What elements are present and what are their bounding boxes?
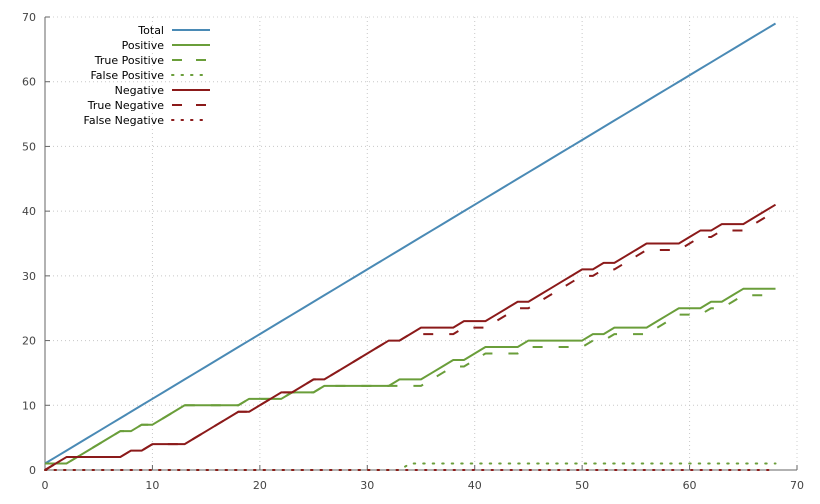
- legend-label: Total: [137, 24, 164, 37]
- legend-label: False Negative: [84, 114, 165, 127]
- series-line-total: [44, 22, 777, 465]
- x-tick-label: 50: [575, 479, 589, 492]
- x-tick-label: 30: [360, 479, 374, 492]
- x-tick-label: 20: [253, 479, 267, 492]
- y-tick-label: 30: [22, 270, 36, 283]
- series-line-true-positive: [45, 294, 776, 465]
- y-tick-label: 70: [22, 11, 36, 24]
- series-line-positive: [45, 287, 776, 465]
- x-tick-label: 40: [468, 479, 482, 492]
- legend-label: True Positive: [94, 54, 164, 67]
- plot-area: [44, 22, 777, 471]
- axes: 0 10 20 30 40 50 60 70 0 10 20 30 40 50 60 70: [22, 11, 804, 492]
- x-tick-label: 10: [145, 479, 159, 492]
- y-tick-label: 40: [22, 205, 36, 218]
- y-tick-label: 0: [29, 464, 36, 477]
- series-line-false-positive: [44, 462, 777, 471]
- y-tick-label: 10: [22, 399, 36, 412]
- legend-label: True Negative: [87, 99, 164, 112]
- series-line-negative: [44, 203, 777, 471]
- legend: Total Positive True Positive False Positive…: [84, 24, 211, 127]
- legend-label: False Positive: [90, 69, 164, 82]
- y-tick-label: 20: [22, 335, 36, 348]
- grid: [45, 17, 797, 470]
- y-tick-label: 50: [22, 140, 36, 153]
- x-tick-label: 0: [42, 479, 49, 492]
- x-tick-label: 60: [683, 479, 697, 492]
- legend-label: Negative: [115, 84, 165, 97]
- legend-label: Positive: [122, 39, 165, 52]
- x-tick-label: 70: [790, 479, 804, 492]
- y-tick-label: 60: [22, 76, 36, 89]
